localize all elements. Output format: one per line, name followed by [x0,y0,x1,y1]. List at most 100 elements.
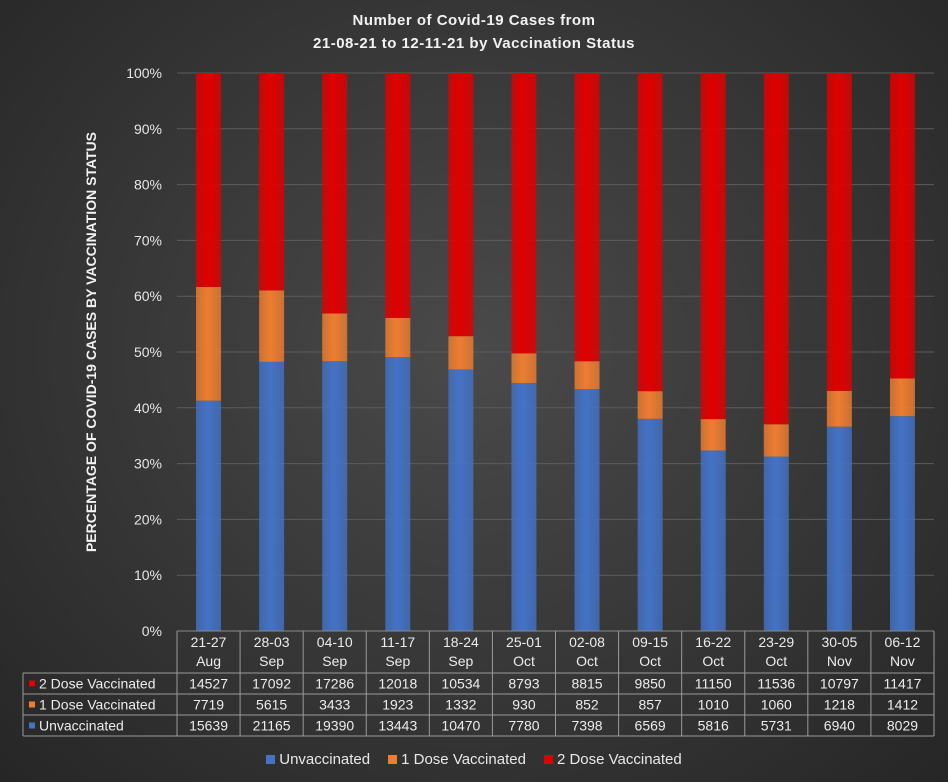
bar-1-dose-vaccinated [511,353,537,383]
x-tick-label: Sep [322,653,347,669]
bar-1-dose-vaccinated [826,390,852,427]
table-cell-value: 1412 [887,697,918,713]
bar-unvaccinated [448,369,474,631]
bar-2-dose-vaccinated [196,73,222,287]
y-tick-label: 10% [134,567,162,583]
y-tick-label: 70% [134,232,162,248]
y-tick-label: 90% [134,121,162,137]
bar-unvaccinated [322,361,348,631]
x-tick-label: 11-17 [380,634,415,650]
x-tick-label: Oct [513,653,535,669]
table-cell-value: 5816 [698,718,729,734]
bar-2-dose-vaccinated [322,73,348,314]
bar-unvaccinated [196,400,222,631]
legend-swatch-2-dose [543,755,553,764]
table-cell-value: 3433 [319,697,350,713]
bar-2-dose-vaccinated [889,73,915,379]
table-row-label: Unvaccinated [39,718,124,734]
bar-unvaccinated [763,456,789,631]
table-cell-value: 1218 [824,697,855,713]
bar-unvaccinated [637,418,663,631]
table-cell-value: 10534 [441,676,480,692]
x-tick-label: 02-08 [569,634,605,650]
table-row-label: 1 Dose Vaccinated [39,697,155,713]
y-tick-label: 100% [126,65,162,81]
bar-unvaccinated [259,361,285,631]
legend-label-unvaccinated: Unvaccinated [279,751,371,768]
table-row-label: 2 Dose Vaccinated [39,676,155,692]
table-cell-value: 8029 [887,718,918,734]
bar-1-dose-vaccinated [637,391,663,419]
bar-1-dose-vaccinated [196,286,222,401]
table-cell-value: 10470 [441,718,480,734]
x-tick-label: Nov [827,653,852,669]
y-tick-label: 40% [134,400,162,416]
chart-legend: Unvaccinated 1 Dose Vaccinated 2 Dose Va… [0,751,948,768]
table-cell-value: 6569 [635,718,666,734]
table-legend-key-unvaccinated [29,722,35,729]
table-legend-key-1-dose-vaccinated [29,701,35,708]
bar-2-dose-vaccinated [826,73,852,391]
x-tick-label: Oct [576,653,598,669]
bar-2-dose-vaccinated [637,73,663,392]
bar-1-dose-vaccinated [448,336,474,370]
table-cell-value: 14527 [189,676,228,692]
bar-unvaccinated [700,450,726,631]
table-cell-value: 9850 [635,676,666,692]
table-legend-key-2-dose-vaccinated [29,680,35,687]
bar-unvaccinated [511,382,537,631]
x-tick-label: 21-27 [191,634,227,650]
bar-unvaccinated [574,389,600,631]
bar-1-dose-vaccinated [259,290,285,362]
x-tick-label: 09-15 [632,634,668,650]
x-tick-label: Sep [385,653,410,669]
table-cell-value: 17092 [252,676,291,692]
legend-item-2-dose: 2 Dose Vaccinated [543,751,682,768]
bar-2-dose-vaccinated [385,73,411,318]
table-cell-value: 5615 [256,697,287,713]
table-cell-value: 1332 [445,697,476,713]
bar-1-dose-vaccinated [889,378,915,417]
chart-title-line-1: Number of Covid-19 Cases from [352,12,596,29]
x-tick-label: 06-12 [885,634,921,650]
table-cell-value: 8793 [508,676,539,692]
table-cell-value: 7780 [508,718,539,734]
y-tick-label: 80% [134,177,162,193]
y-tick-label: 30% [134,456,162,472]
chart-title-line-2: 21-08-21 to 12-11-21 by Vaccination Stat… [313,35,635,52]
x-tick-label: Oct [702,653,724,669]
x-tick-label: Sep [259,653,284,669]
x-tick-label: Sep [448,653,473,669]
x-tick-label: 25-01 [506,634,542,650]
table-cell-value: 10797 [820,676,859,692]
bar-2-dose-vaccinated [448,73,474,337]
bar-1-dose-vaccinated [700,419,726,451]
bar-unvaccinated [385,357,411,631]
table-cell-value: 15639 [189,718,228,734]
bar-2-dose-vaccinated [574,73,600,362]
table-cell-value: 6940 [824,718,855,734]
x-tick-label: Oct [639,653,661,669]
legend-item-1-dose: 1 Dose Vaccinated [388,751,526,768]
table-cell-value: 5731 [761,718,792,734]
table-cell-value: 852 [575,697,599,713]
x-tick-label: 28-03 [254,634,290,650]
legend-swatch-1-dose [388,755,398,764]
bar-2-dose-vaccinated [259,73,285,291]
bar-2-dose-vaccinated [763,73,789,425]
bar-unvaccinated [889,416,915,631]
x-tick-label: 23-29 [758,634,794,650]
legend-swatch-unvaccinated [266,755,276,764]
table-cell-value: 1060 [761,697,792,713]
bar-2-dose-vaccinated [700,73,726,420]
x-tick-label: 30-05 [821,634,857,650]
table-cell-value: 7719 [193,697,224,713]
table-cell-value: 17286 [315,676,354,692]
bar-1-dose-vaccinated [574,361,600,390]
y-tick-label: 0% [142,623,162,639]
legend-item-unvaccinated: Unvaccinated [266,751,370,768]
bar-1-dose-vaccinated [322,313,348,362]
table-cell-value: 930 [512,697,536,713]
